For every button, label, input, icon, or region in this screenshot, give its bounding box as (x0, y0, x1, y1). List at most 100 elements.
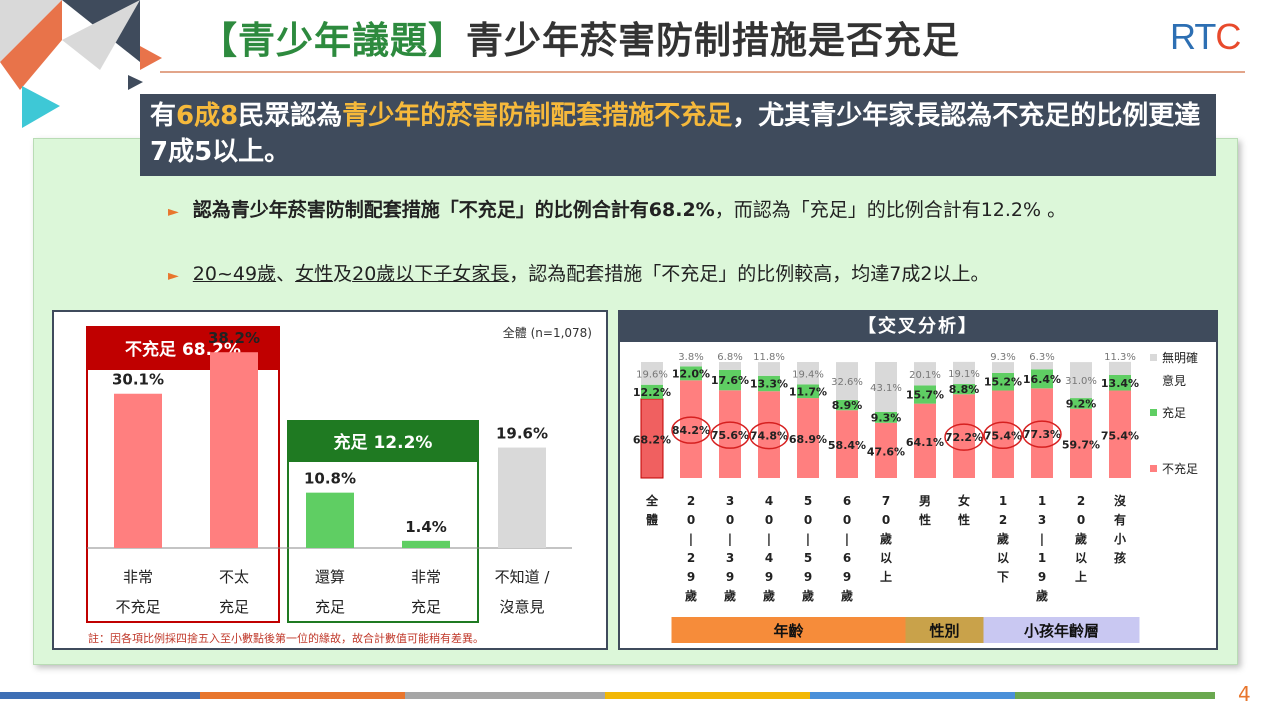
category-label: 有 (1114, 512, 1126, 527)
bar-segment-sufficient (1031, 369, 1053, 389)
bar-segment-sufficient (680, 366, 702, 381)
category-label: | (767, 532, 771, 546)
highlight-circle (710, 421, 750, 449)
category-label: 0 (843, 513, 851, 527)
category-label: 5 (804, 551, 812, 565)
value-label-sufficient: 13.4% (1101, 377, 1139, 390)
category-label: 不充足 (115, 598, 160, 616)
bullet-1-rest: ，而認為「充足」的比例合計有12.2% 。 (714, 199, 1067, 221)
group-band (905, 617, 984, 643)
bar-segment-sufficient (758, 375, 780, 392)
category-label: 沒 (1114, 493, 1127, 508)
category-label: 小 (1114, 531, 1126, 546)
headline-part2: 民眾認為 (238, 101, 343, 131)
category-label: 以 (1075, 551, 1087, 565)
category-label: 6 (843, 551, 851, 565)
bar-segment-insufficient (1031, 388, 1053, 478)
value-label-sufficient: 13.3% (750, 378, 788, 391)
highlight-circle (671, 416, 711, 444)
category-label: 歲 (1075, 531, 1087, 546)
bar-segment-sufficient (1070, 398, 1092, 409)
category-label: 9 (843, 570, 851, 584)
bar-segment-unknown (797, 362, 819, 385)
bar-segment-insufficient (680, 380, 702, 478)
value-label-insufficient: 77.3% (1023, 428, 1061, 441)
highlight-circle (1022, 420, 1062, 448)
category-label: 5 (804, 494, 812, 508)
category-label: | (845, 532, 849, 546)
category-label: 體 (646, 512, 658, 527)
value-label-insufficient: 74.8% (750, 430, 788, 443)
category-label: | (1040, 532, 1044, 546)
value-label-unknown: 31.0% (1065, 376, 1097, 387)
sufficient-header-label: 充足 12.2% (334, 432, 433, 453)
title-tag: 【青少年議題】 (200, 19, 466, 62)
bar-segment-insufficient (1109, 390, 1131, 478)
category-label: 4 (765, 494, 773, 508)
bar-segment-unknown (680, 362, 702, 367)
footnote: 註：因各項比例採四捨五入至小數點後第一位的緣故，故合計數值可能稍有差異。 (88, 631, 484, 645)
bar (498, 447, 546, 548)
category-label: 性 (918, 512, 931, 527)
sufficient-header (288, 421, 478, 462)
value-label-insufficient: 84.2% (672, 424, 710, 437)
category-label: 孩 (1114, 550, 1126, 565)
category-label: 0 (726, 513, 734, 527)
value-label-sufficient: 9.3% (871, 411, 902, 424)
category-label: 2 (1077, 494, 1085, 508)
bar (114, 393, 162, 548)
rtc-logo: RTC (1170, 16, 1241, 58)
value-label-insufficient: 75.6% (711, 429, 749, 442)
category-label: 2 (687, 494, 695, 508)
bar-segment-sufficient (875, 411, 897, 423)
category-label: 不太 (219, 568, 249, 586)
category-label: 歲 (997, 531, 1009, 546)
bar-segment-unknown (1031, 362, 1053, 370)
category-label: 不知道 / (495, 568, 551, 586)
bar-segment-unknown (914, 362, 936, 386)
bar-segment-sufficient (719, 369, 741, 391)
title-text: 青少年菸害防制措施是否充足 (466, 19, 960, 62)
category-label: 上 (1075, 569, 1087, 584)
bar-segment-sufficient (797, 384, 819, 399)
page-number: 4 (1238, 682, 1251, 706)
group-band (983, 617, 1140, 643)
category-label: 以 (997, 551, 1009, 565)
bar-segment-insufficient (992, 390, 1014, 478)
bar-segment-sufficient (992, 372, 1014, 391)
category-label: 還算 (315, 568, 345, 586)
headline-part3: ，尤其青少年家長認為不充足的比例更達7成5以上。 (150, 101, 1201, 167)
group-band-label: 年齡 (773, 622, 803, 640)
value-label-unknown: 9.3% (990, 352, 1015, 363)
bar-segment-insufficient (758, 391, 780, 478)
category-label: 9 (765, 570, 773, 584)
value-label-insufficient: 72.2% (945, 431, 983, 444)
value-label-unknown: 43.1% (870, 383, 902, 394)
bar-segment-insufficient (914, 403, 936, 478)
bar-segment-sufficient (641, 384, 663, 399)
category-label: | (689, 532, 693, 546)
sample-size-label: 全體 (n=1,078) (503, 325, 592, 340)
value-label-insufficient: 68.9% (789, 433, 827, 446)
decorative-triangles (0, 0, 162, 128)
headline-highlight-1: 6成8 (176, 101, 239, 131)
headline-part1: 有 (150, 101, 177, 131)
category-label: 男 (919, 494, 931, 508)
group-band (671, 617, 906, 643)
value-label-sufficient: 11.7% (789, 385, 827, 398)
category-label: 歲 (802, 588, 814, 603)
footer-color-bar (0, 692, 1215, 699)
category-label: 0 (882, 513, 890, 527)
value-label-unknown: 3.8% (678, 352, 703, 363)
category-label: 歲 (1036, 588, 1048, 603)
category-label: 非常 (411, 568, 441, 586)
category-label: 0 (687, 513, 695, 527)
cross-analysis-header: 【交叉分析】 (620, 312, 1216, 342)
category-label: 3 (726, 494, 734, 508)
category-label: | (728, 532, 732, 546)
highlight-circle (944, 423, 984, 451)
category-label: 充足 (411, 598, 441, 616)
headline-highlight-2: 青少年的菸害防制配套措施不充足 (342, 101, 733, 131)
value-label-unknown: 11.8% (753, 352, 785, 363)
category-label: 6 (843, 494, 851, 508)
